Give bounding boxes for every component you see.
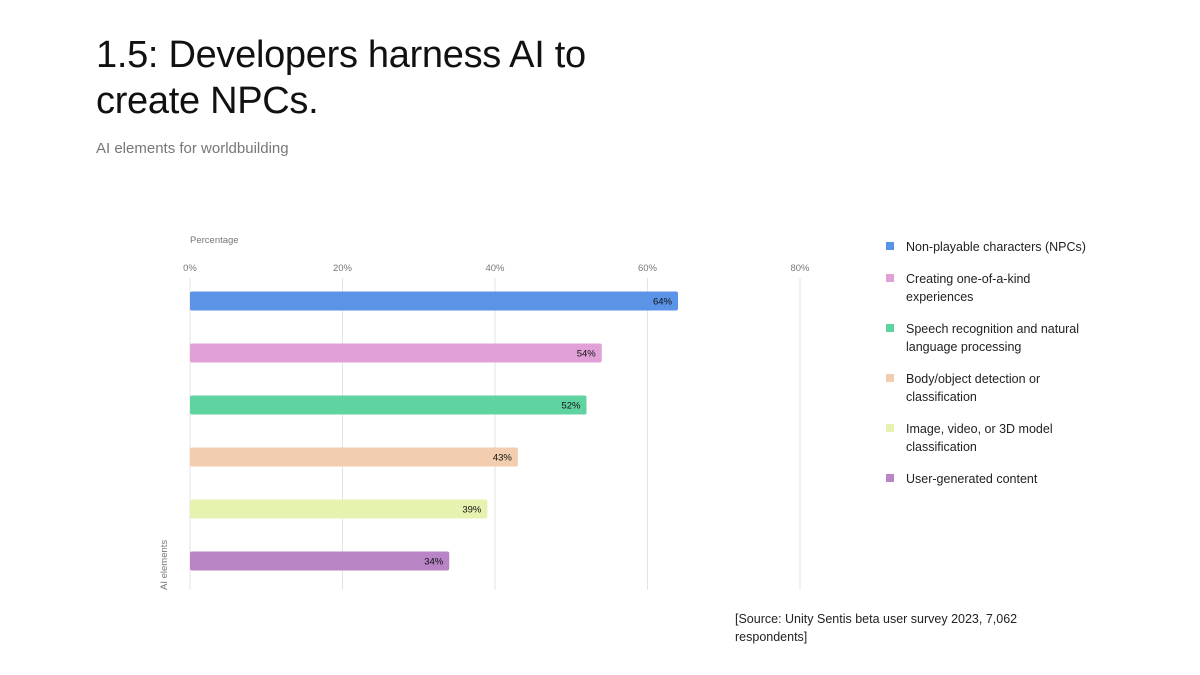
bar (190, 291, 678, 311)
bar-value-label: 39% (462, 505, 482, 516)
legend-swatch (886, 324, 894, 332)
page-title: 1.5: Developers harness AI to create NPC… (96, 34, 586, 122)
legend-swatch (886, 424, 894, 432)
legend-label: User-generated content (906, 472, 1038, 486)
page-subtitle: AI elements for worldbuilding (96, 140, 289, 157)
legend-swatch (886, 474, 894, 482)
x-tick-label: 20% (333, 263, 353, 274)
bar-value-label: 34% (424, 557, 444, 568)
bar-value-label: 43% (493, 453, 513, 464)
source-note: [Source: Unity Sentis beta user survey 2… (735, 612, 1018, 644)
legend-label: Speech recognition and natural language … (906, 322, 1080, 354)
legend-label: Image, video, or 3D model classification (906, 422, 1053, 454)
legend-item: Creating one-of-a-kind experiences (886, 270, 1086, 306)
bar-value-label: 52% (561, 401, 581, 412)
legend-label: Non-playable characters (NPCs) (906, 240, 1086, 254)
bar (190, 343, 602, 363)
legend-swatch (886, 374, 894, 382)
y-axis-label: AI elements (159, 540, 170, 590)
bar (190, 499, 488, 519)
bar (190, 551, 450, 571)
chart-legend: Non-playable characters (NPCs) Creating o… (886, 238, 1086, 502)
chart-bars (190, 291, 678, 571)
legend-item: Speech recognition and natural language … (886, 320, 1086, 356)
chart-x-ticks: 0% 20% 40% 60% 80% (183, 263, 810, 274)
bar-value-label: 64% (653, 297, 673, 308)
bar (190, 395, 587, 415)
bar (190, 447, 518, 467)
legend-item: Body/object detection or classification (886, 370, 1086, 406)
legend-item: Image, video, or 3D model classification (886, 420, 1086, 456)
legend-label: Body/object detection or classification (906, 372, 1041, 404)
chart-value-labels: 64% 54% 52% 43% 39% 34% (424, 297, 672, 568)
x-axis-label: Percentage (190, 235, 239, 246)
x-tick-label: 60% (638, 263, 658, 274)
legend-swatch (886, 274, 894, 282)
legend-item: User-generated content (886, 470, 1086, 488)
x-tick-label: 0% (183, 263, 197, 274)
x-tick-label: 80% (790, 263, 810, 274)
x-tick-label: 40% (485, 263, 505, 274)
legend-label: Creating one-of-a-kind experiences (906, 272, 1031, 304)
chart-gridlines (189, 278, 801, 590)
legend-item: Non-playable characters (NPCs) (886, 238, 1086, 256)
legend-swatch (886, 242, 894, 250)
bar-value-label: 54% (577, 349, 597, 360)
